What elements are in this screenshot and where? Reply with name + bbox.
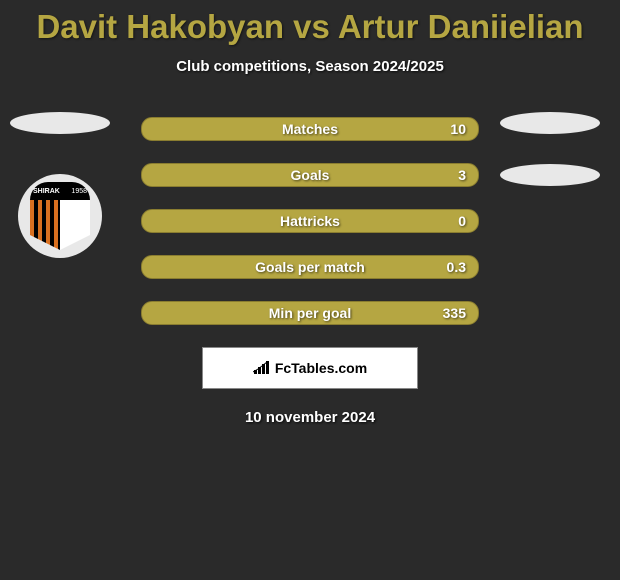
right-logo-ellipse-1 — [500, 112, 600, 134]
fctables-logo: FcTables.com — [253, 360, 367, 376]
stat-label: Min per goal — [269, 305, 351, 321]
stat-label: Goals per match — [255, 259, 365, 275]
stat-bar-matches: Matches 10 — [141, 117, 479, 141]
date-text: 10 november 2024 — [0, 409, 620, 426]
stat-label: Matches — [282, 121, 338, 137]
right-team-logos — [500, 112, 600, 216]
stats-container: Matches 10 Goals 3 Hattricks 0 Goals per… — [141, 117, 479, 325]
shield-year: 1958 — [71, 188, 87, 195]
brand-text: FcTables.com — [275, 360, 367, 376]
stat-bar-min-per-goal: Min per goal 335 — [141, 301, 479, 325]
content-area: SHIRAK 1958 Matches 10 Goals 3 Hattricks… — [0, 117, 620, 426]
stat-label: Hattricks — [280, 213, 340, 229]
left-team-badge: SHIRAK 1958 — [18, 174, 102, 258]
shield-team-name: SHIRAK — [33, 188, 60, 195]
left-team-logos: SHIRAK 1958 — [10, 112, 110, 258]
stat-label: Goals — [291, 167, 330, 183]
comparison-title: Davit Hakobyan vs Artur Daniielian — [0, 0, 620, 46]
stat-bar-hattricks: Hattricks 0 — [141, 209, 479, 233]
left-logo-ellipse — [10, 112, 110, 134]
stat-value: 0 — [458, 213, 466, 229]
stat-value: 3 — [458, 167, 466, 183]
stat-value: 10 — [450, 121, 466, 137]
stat-bar-goals: Goals 3 — [141, 163, 479, 187]
shirak-shield-icon: SHIRAK 1958 — [30, 182, 90, 250]
stat-value: 335 — [443, 305, 466, 321]
footer-attribution: FcTables.com — [202, 347, 418, 389]
stat-bar-goals-per-match: Goals per match 0.3 — [141, 255, 479, 279]
right-logo-ellipse-2 — [500, 164, 600, 186]
stat-value: 0.3 — [447, 259, 466, 275]
chart-icon — [253, 361, 271, 375]
season-subtitle: Club competitions, Season 2024/2025 — [0, 58, 620, 75]
